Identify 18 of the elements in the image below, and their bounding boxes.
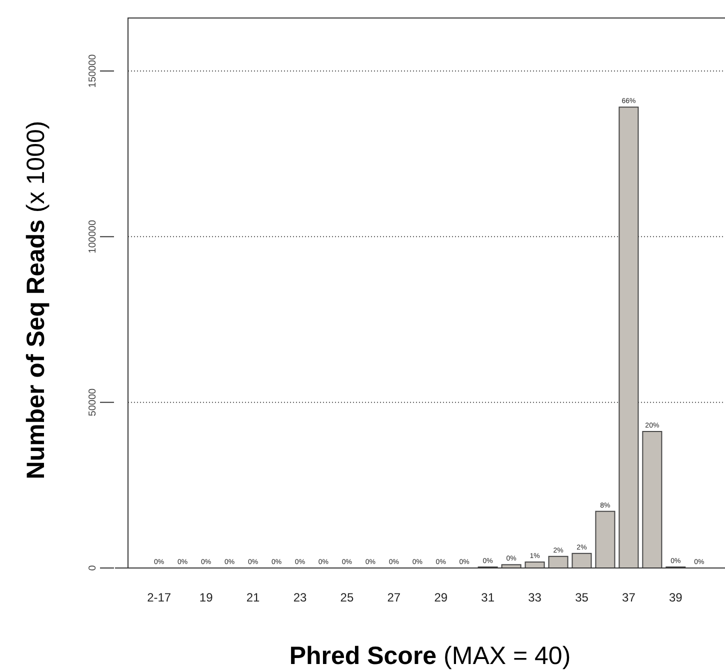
- y-tick-label: 50000: [88, 388, 98, 416]
- x-tick-label: 29: [434, 590, 448, 605]
- x-tick-label: 19: [199, 590, 214, 605]
- x-tick-label: 37: [622, 590, 636, 605]
- x-tick-label: 27: [387, 590, 401, 605]
- x-tick-label: 35: [575, 590, 589, 605]
- y-tick-label: 0: [88, 564, 98, 571]
- x-tick-label: 23: [293, 590, 307, 605]
- y-tick-label: 150000: [88, 54, 98, 88]
- x-tick-label: 2-17: [147, 590, 172, 605]
- x-tick-label: 33: [528, 590, 542, 605]
- x-tick-label: 25: [340, 590, 354, 605]
- x-axis-title: Phred Score (MAX = 40): [289, 642, 571, 670]
- x-tick-label: 31: [481, 590, 495, 605]
- x-tick-label: 21: [246, 590, 260, 605]
- y-axis-title: Number of Seq Reads (x 1000): [22, 120, 50, 480]
- y-tick-label: 100000: [88, 220, 98, 254]
- x-tick-label: 39: [668, 590, 683, 605]
